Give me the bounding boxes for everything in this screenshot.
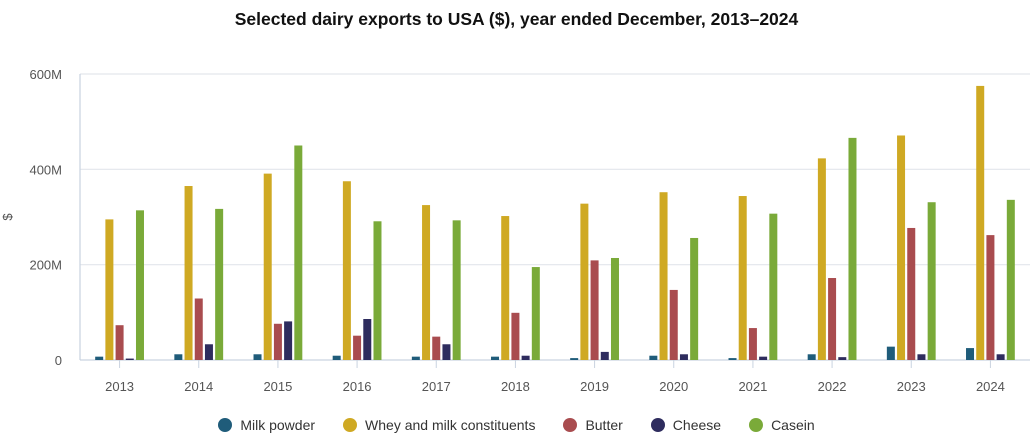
bar-whey-and-milk-constituents-2017	[422, 205, 431, 360]
x-tick-label: 2017	[422, 379, 451, 394]
bar-whey-and-milk-constituents-2014	[184, 186, 193, 360]
bar-whey-and-milk-constituents-2020	[659, 192, 668, 360]
y-tick-label: 0	[55, 353, 62, 368]
bar-casein-2015	[294, 145, 303, 360]
bar-casein-2021	[769, 213, 778, 360]
bar-cheese-2013	[125, 358, 134, 360]
bar-casein-2013	[135, 210, 144, 360]
bar-butter-2018	[511, 312, 520, 360]
bar-cheese-2021	[759, 356, 768, 360]
bar-chart: 0 200M 400M 600M $2013 2014 2015 2016 2017 2018 20…	[0, 67, 1030, 394]
x-tick-label: 2020	[659, 379, 688, 394]
bar-milk-powder-2019	[570, 358, 579, 360]
legend-marker	[343, 418, 358, 432]
bar-butter-2015	[273, 323, 282, 360]
x-tick-label: 2023	[897, 379, 926, 394]
bar-milk-powder-2023	[886, 346, 895, 360]
y-tick-label: 600M	[29, 67, 62, 82]
bar-casein-2023	[927, 202, 936, 360]
bar-butter-2013	[115, 325, 124, 360]
y-axis-label: $	[0, 213, 15, 221]
bar-whey-and-milk-constituents-2015	[263, 173, 272, 360]
legend-item[interactable]: Cheese	[650, 417, 722, 433]
x-tick-label: 2018	[501, 379, 530, 394]
bar-whey-and-milk-constituents-2018	[501, 216, 510, 360]
legend-marker	[218, 418, 233, 432]
legend-item[interactable]: Whey and milk constituents	[343, 417, 535, 433]
legend-item[interactable]: Milk powder	[218, 417, 315, 433]
y-tick-label: 400M	[29, 162, 62, 177]
bar-butter-2021	[748, 328, 757, 360]
bar-milk-powder-2018	[491, 356, 500, 360]
bar-milk-powder-2013	[95, 356, 104, 360]
bar-cheese-2020	[679, 354, 688, 360]
bar-casein-2014	[215, 208, 224, 360]
x-tick-label: 2015	[263, 379, 292, 394]
bar-milk-powder-2017	[411, 356, 420, 360]
bar-butter-2020	[669, 289, 678, 360]
bar-butter-2014	[194, 298, 203, 360]
bar-milk-powder-2024	[966, 348, 975, 360]
x-tick-label: 2014	[184, 379, 213, 394]
bar-whey-and-milk-constituents-2021	[738, 196, 747, 360]
x-tick-label: 2016	[343, 379, 372, 394]
bar-butter-2019	[590, 260, 599, 360]
bar-whey-and-milk-constituents-2022	[817, 158, 826, 360]
bar-casein-2024	[1006, 199, 1015, 360]
legend-label: Butter	[585, 417, 623, 433]
bar-casein-2022	[848, 137, 857, 360]
bar-whey-and-milk-constituents-2024	[976, 85, 985, 361]
bar-cheese-2023	[917, 354, 926, 360]
legend: Milk powder Whey and milk constituents But…	[0, 417, 1033, 433]
legend-label: Cheese	[672, 417, 722, 433]
legend-marker	[749, 418, 764, 432]
bar-milk-powder-2014	[174, 354, 183, 360]
bar-butter-2023	[907, 227, 916, 360]
bar-cheese-2017	[442, 344, 451, 360]
x-tick-label: 2019	[580, 379, 609, 394]
legend-item[interactable]: Butter	[563, 417, 623, 433]
bar-milk-powder-2021	[728, 358, 737, 360]
legend-label: Whey and milk constituents	[365, 417, 536, 433]
bar-milk-powder-2022	[807, 354, 816, 360]
bar-milk-powder-2016	[332, 355, 341, 360]
bar-cheese-2015	[284, 321, 293, 360]
bar-casein-2019	[610, 257, 619, 360]
bar-whey-and-milk-constituents-2019	[580, 203, 589, 360]
x-tick-label: 2021	[738, 379, 767, 394]
bar-cheese-2018	[521, 355, 530, 360]
legend-label: Milk powder	[240, 417, 316, 433]
y-tick-label: 200M	[29, 258, 62, 273]
x-tick-label: 2022	[818, 379, 847, 394]
x-tick-label: 2024	[976, 379, 1005, 394]
bar-whey-and-milk-constituents-2023	[897, 135, 906, 360]
legend-marker	[650, 418, 665, 432]
bar-whey-and-milk-constituents-2016	[342, 181, 351, 360]
bar-milk-powder-2020	[649, 355, 658, 360]
bar-cheese-2019	[600, 351, 609, 360]
legend-item[interactable]: Casein	[749, 417, 815, 433]
bar-cheese-2024	[996, 354, 1005, 360]
bar-whey-and-milk-constituents-2013	[105, 219, 114, 360]
bar-butter-2022	[828, 278, 837, 360]
bar-casein-2018	[531, 267, 540, 360]
bar-butter-2016	[353, 335, 362, 360]
bar-casein-2017	[452, 220, 461, 360]
bar-casein-2016	[373, 221, 382, 360]
legend-label: Casein	[771, 417, 815, 433]
bar-butter-2024	[986, 235, 995, 360]
bar-cheese-2022	[838, 357, 847, 360]
bar-milk-powder-2015	[253, 354, 262, 360]
legend-marker	[563, 418, 578, 432]
bar-casein-2020	[690, 237, 699, 360]
x-tick-label: 2013	[105, 379, 134, 394]
bar-butter-2017	[432, 336, 441, 360]
bar-cheese-2014	[204, 344, 213, 360]
chart-title: Selected dairy exports to USA ($), year …	[234, 9, 799, 29]
bar-cheese-2016	[363, 319, 372, 360]
